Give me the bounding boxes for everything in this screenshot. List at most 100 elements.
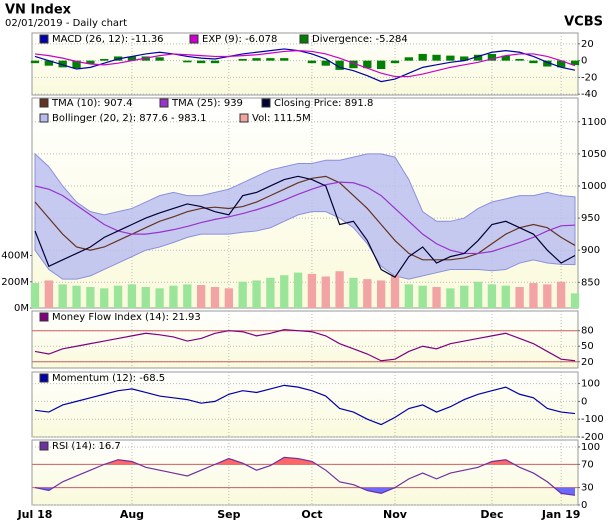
bar	[557, 281, 566, 308]
bar	[238, 58, 247, 61]
bar	[127, 284, 137, 308]
bar	[238, 281, 247, 308]
bar	[487, 284, 497, 308]
legend-swatch	[39, 373, 49, 383]
bar	[183, 284, 192, 308]
bar	[473, 281, 483, 308]
bar	[127, 56, 137, 61]
bar	[349, 60, 358, 69]
bar	[197, 60, 206, 64]
y-tick-label: -100	[581, 414, 604, 425]
bar	[390, 275, 400, 308]
bar	[72, 285, 81, 308]
bar	[349, 277, 358, 308]
y-tick-label: -40	[581, 89, 597, 100]
series-line	[34, 48, 576, 83]
panel	[31, 371, 579, 438]
x-tick-label: Jul 18	[17, 508, 53, 521]
bar	[432, 287, 441, 308]
bar	[252, 280, 261, 308]
y-tick-label: 1000	[581, 181, 606, 192]
bar	[266, 277, 275, 308]
x-tick-label: Aug	[120, 508, 144, 521]
legend-swatch	[299, 34, 309, 44]
bar	[307, 60, 317, 64]
chart-title: VN Index	[5, 3, 72, 18]
bar	[487, 53, 497, 61]
y-tick-label: 0	[581, 56, 587, 67]
y-tick-label: 850	[581, 277, 600, 288]
bar	[543, 60, 552, 67]
series-line	[34, 175, 576, 261]
y-tick-label: 400M	[1, 251, 29, 262]
bar	[44, 60, 53, 66]
series-line	[34, 175, 576, 278]
bar	[557, 60, 566, 68]
bar	[197, 285, 206, 308]
legend-label: Momentum (12): -68.5	[52, 373, 165, 384]
bar	[515, 58, 524, 61]
bar	[335, 60, 344, 70]
y-tick-label: 0	[581, 500, 587, 511]
legend-label: Closing Price: 891.8	[274, 98, 373, 109]
legend-label: Divergence: -5.284	[312, 34, 408, 45]
bar	[210, 287, 220, 308]
bar	[86, 60, 95, 64]
bar	[460, 56, 469, 61]
bar	[169, 285, 178, 308]
bar	[363, 60, 372, 69]
bar	[515, 287, 524, 308]
y-tick-label: -20	[581, 72, 597, 83]
bar	[501, 55, 510, 61]
bar	[404, 57, 413, 61]
x-tick-label: Dec	[480, 508, 503, 521]
legend-swatch	[39, 113, 49, 123]
bar	[446, 55, 455, 61]
bar	[432, 54, 441, 61]
y-tick-label: 50	[581, 341, 594, 352]
series-line	[34, 49, 576, 78]
bar	[390, 60, 400, 64]
x-tick-label: Jan 19	[541, 508, 580, 521]
y-tick-label: 100	[581, 379, 600, 390]
y-tick-label: 0M	[14, 303, 29, 314]
bar	[543, 284, 552, 308]
bar	[501, 285, 510, 308]
y-tick-label: 30	[581, 483, 594, 494]
bar	[418, 285, 427, 308]
legend-swatch	[39, 98, 49, 108]
bar	[570, 293, 580, 308]
bar	[418, 53, 427, 61]
bar	[460, 285, 469, 308]
y-tick-label: 200M	[1, 277, 29, 288]
y-tick-label: 950	[581, 213, 600, 224]
legend-swatch	[39, 312, 49, 322]
bar	[377, 60, 386, 70]
y-tick-label: -200	[581, 432, 604, 443]
bar	[335, 271, 344, 308]
bar	[280, 58, 289, 61]
bar	[321, 60, 330, 66]
legend-label: Money Flow Index (14): 21.93	[52, 312, 201, 323]
level-fill	[35, 457, 575, 465]
x-tick-label: Nov	[383, 508, 408, 521]
bar	[155, 288, 164, 308]
bar	[44, 280, 53, 308]
legend-label: Bollinger (20, 2): 877.6 - 983.1	[52, 113, 206, 124]
bar	[252, 58, 261, 61]
bar	[30, 283, 40, 308]
series-line	[34, 329, 576, 362]
bar	[30, 60, 40, 64]
bar	[446, 288, 455, 308]
legend-swatch	[261, 98, 271, 108]
y-tick-label: 20	[581, 357, 594, 368]
legend-swatch	[159, 98, 169, 108]
y-tick-label: 70	[581, 459, 594, 470]
y-tick-label: 1050	[581, 149, 606, 160]
legend-label: TMA (25): 939	[171, 98, 243, 109]
bollinger-band	[34, 152, 576, 280]
bar	[266, 58, 275, 61]
bar	[183, 60, 192, 63]
legend-label: EXP (9): -6.078	[202, 34, 277, 45]
